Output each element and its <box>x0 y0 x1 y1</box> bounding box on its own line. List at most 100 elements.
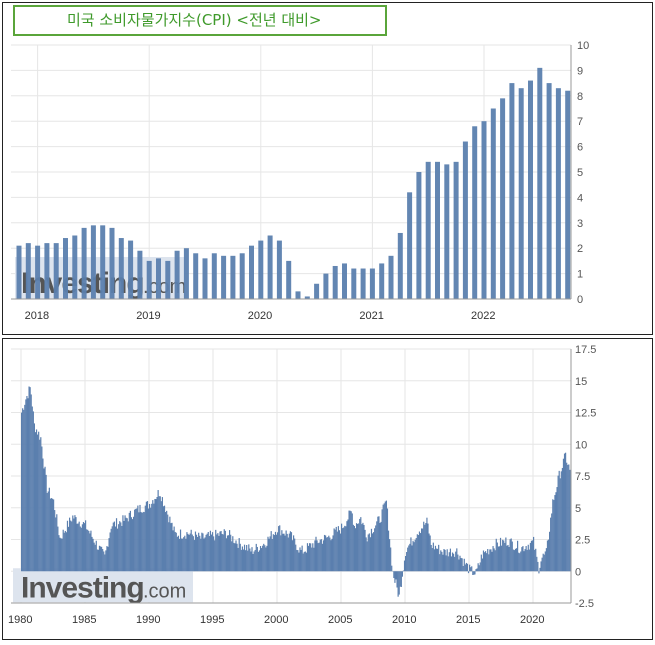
area-column <box>255 550 256 571</box>
area-column <box>560 478 561 571</box>
area-column <box>143 512 144 571</box>
area-column <box>183 537 184 571</box>
area-column <box>480 562 481 571</box>
area-column <box>315 537 316 571</box>
area-column <box>256 544 257 571</box>
area-column <box>179 539 180 571</box>
area-column <box>186 532 187 571</box>
area-column <box>405 556 406 571</box>
area-column <box>91 537 92 571</box>
area-column <box>458 559 459 571</box>
area-column <box>288 538 289 572</box>
area-column <box>79 522 80 572</box>
area-column <box>338 526 339 571</box>
area-column <box>272 539 273 571</box>
area-column <box>132 519 133 571</box>
area-column <box>137 506 138 572</box>
area-column <box>129 513 130 571</box>
area-column <box>60 538 61 571</box>
area-column <box>212 532 213 571</box>
area-column <box>535 549 536 571</box>
area-column <box>95 545 96 572</box>
area-column <box>538 571 539 573</box>
area-column <box>558 476 559 572</box>
area-column <box>98 550 99 572</box>
area-column <box>106 546 107 571</box>
area-column <box>369 533 370 571</box>
area-column <box>533 537 534 571</box>
area-column <box>402 571 403 576</box>
area-column <box>195 532 196 572</box>
area-column <box>111 529 112 571</box>
bar <box>333 266 338 299</box>
area-column <box>155 499 156 571</box>
area-column <box>496 539 497 571</box>
area-column <box>21 413 22 572</box>
bar <box>110 228 115 299</box>
area-column <box>391 566 392 572</box>
area-column <box>335 530 336 572</box>
area-column <box>22 408 23 571</box>
area-column <box>305 551 306 571</box>
area-column <box>569 470 570 571</box>
area-column <box>274 535 275 571</box>
area-column <box>191 530 192 571</box>
bar <box>119 238 124 299</box>
area-column <box>142 513 143 571</box>
area-column <box>494 548 495 571</box>
area-column <box>414 542 415 571</box>
area-column <box>116 518 117 571</box>
area-column <box>59 538 60 572</box>
bar <box>296 291 301 299</box>
area-column <box>248 544 249 571</box>
area-column <box>32 406 33 571</box>
bar <box>44 243 49 299</box>
area-column <box>69 518 70 572</box>
area-column <box>126 518 127 571</box>
area-column <box>225 531 226 571</box>
area-column <box>517 541 518 571</box>
area-column <box>146 502 147 572</box>
area-column <box>464 559 465 571</box>
area-column <box>389 539 390 571</box>
area-column <box>234 543 235 571</box>
bar <box>389 256 394 299</box>
area-column <box>131 517 132 571</box>
area-column <box>465 564 466 571</box>
area-column <box>290 531 291 571</box>
area-column <box>202 533 203 571</box>
x-tick-label: 2022 <box>471 310 495 322</box>
area-column <box>39 440 40 572</box>
area-column <box>52 499 53 572</box>
area-column <box>40 437 41 571</box>
area-column <box>387 509 388 572</box>
area-column <box>30 387 31 571</box>
area-column <box>503 541 504 572</box>
area-column <box>292 540 293 571</box>
area-column <box>508 547 509 571</box>
area-column <box>172 530 173 571</box>
bar <box>398 233 403 299</box>
area-column <box>483 551 484 572</box>
area-column <box>164 506 165 572</box>
area-column <box>326 537 327 571</box>
area-column <box>43 468 44 571</box>
bar <box>184 248 189 299</box>
area-column <box>485 551 486 571</box>
area-series <box>21 386 572 596</box>
area-column <box>528 545 529 572</box>
bar <box>147 261 152 299</box>
area-column <box>291 532 292 571</box>
area-column <box>479 565 480 571</box>
area-column <box>149 504 150 571</box>
area-column <box>44 467 45 572</box>
area-column <box>357 524 358 571</box>
area-column <box>521 547 522 571</box>
area-column <box>556 487 557 571</box>
area-column <box>239 538 240 571</box>
area-column <box>144 512 145 571</box>
area-column <box>240 544 241 571</box>
y-tick-label: 0 <box>577 294 583 306</box>
area-column <box>121 526 122 571</box>
